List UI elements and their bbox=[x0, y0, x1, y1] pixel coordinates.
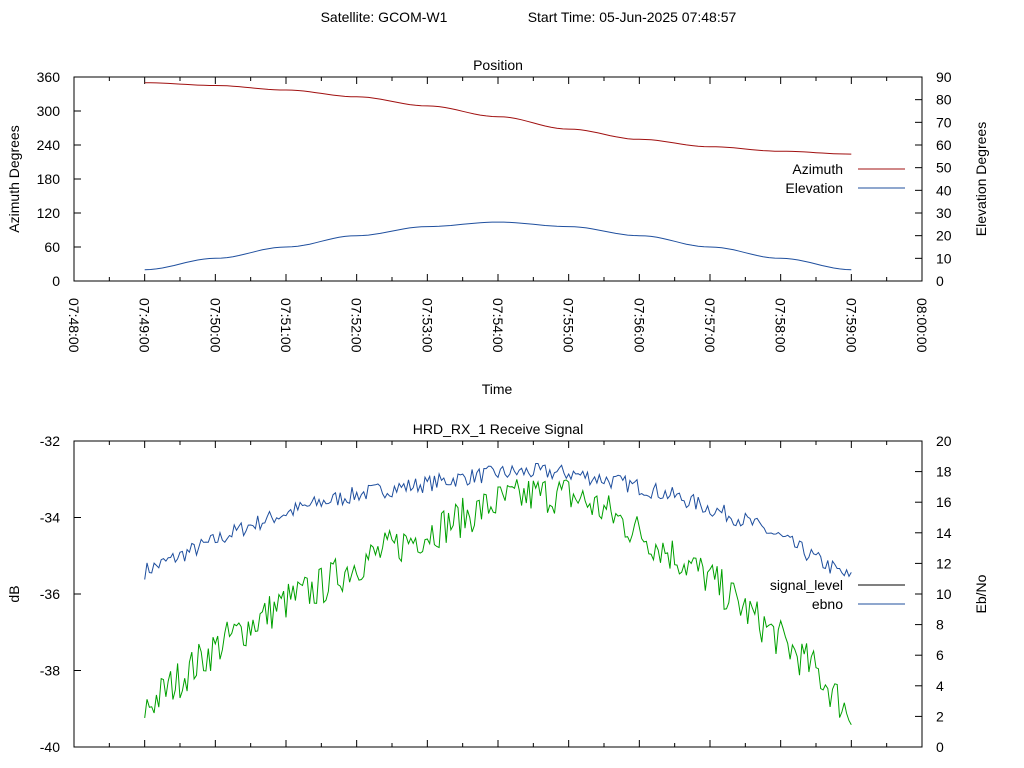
y2-axis-label: Eb/No bbox=[973, 574, 989, 613]
x-tick-label: 07:52:00 bbox=[349, 298, 365, 353]
series-line-trace-2 bbox=[144, 479, 852, 726]
y-tick-label: -34 bbox=[40, 510, 60, 526]
plot-frame bbox=[73, 76, 923, 282]
y2-tick-label: 14 bbox=[936, 525, 952, 541]
y2-tick-label: 0 bbox=[936, 739, 944, 755]
x-tick-label: 07:55:00 bbox=[561, 298, 577, 353]
x-tick-label: 07:59:00 bbox=[843, 298, 859, 353]
y2-tick-label: 4 bbox=[936, 678, 944, 694]
y2-tick-label: 2 bbox=[936, 708, 944, 724]
receive-signal-plot: HRD_RX_1 Receive Signal -40 -38 -36 -34 -32 0 2… bbox=[6, 421, 989, 755]
y-axis-label: Azimuth Degrees bbox=[6, 125, 22, 232]
legend-label: Elevation bbox=[785, 180, 843, 196]
legend-label: signal_level bbox=[770, 577, 843, 593]
legend-label: ebno bbox=[812, 596, 843, 612]
y2-tick-label: 40 bbox=[936, 182, 952, 198]
x-tick-label: 07:58:00 bbox=[773, 298, 789, 353]
y-tick-label: 180 bbox=[37, 171, 61, 187]
y2-tick-label: 18 bbox=[936, 464, 952, 480]
y-tick-label: 300 bbox=[37, 103, 61, 119]
x-axis-label: Time bbox=[482, 381, 513, 397]
series-line-Elevation bbox=[144, 221, 852, 271]
y2-tick-label: 30 bbox=[936, 205, 952, 221]
y2-tick-label: 20 bbox=[936, 228, 952, 244]
y2-tick-label: 50 bbox=[936, 160, 952, 176]
position-plot: Position 0 60 120 180 240 300 360 0 10 20 30 40 50 60 7… bbox=[6, 57, 989, 397]
y2-tick-label: 80 bbox=[936, 92, 952, 108]
y2-tick-label: 12 bbox=[936, 555, 952, 571]
y2-tick-label: 6 bbox=[936, 647, 944, 663]
y2-tick-label: 20 bbox=[936, 433, 952, 449]
x-tick-label: 07:54:00 bbox=[490, 298, 506, 353]
plot-title: Position bbox=[473, 57, 523, 73]
x-tick-label: 07:57:00 bbox=[702, 298, 718, 353]
series-line-ebno bbox=[144, 463, 852, 580]
y-tick-label: 60 bbox=[44, 239, 60, 255]
y-tick-label: -36 bbox=[40, 586, 60, 602]
x-tick-label: 07:56:00 bbox=[631, 298, 647, 353]
legend-label: Azimuth bbox=[792, 161, 843, 177]
y-tick-label: -38 bbox=[40, 663, 60, 679]
y-tick-label: 240 bbox=[37, 137, 61, 153]
x-tick-label: 07:51:00 bbox=[278, 298, 294, 353]
y2-tick-label: 8 bbox=[936, 617, 944, 633]
x-tick-label: 08:00:00 bbox=[914, 298, 930, 353]
y2-tick-label: 90 bbox=[936, 69, 952, 85]
y-tick-label: 360 bbox=[37, 69, 61, 85]
y-axis-label: dB bbox=[6, 585, 22, 602]
x-tick-label: 07:48:00 bbox=[66, 298, 82, 353]
y2-tick-label: 60 bbox=[936, 137, 952, 153]
y2-axis-label: Elevation Degrees bbox=[973, 122, 989, 236]
y2-tick-label: 10 bbox=[936, 250, 952, 266]
y2-tick-label: 70 bbox=[936, 114, 952, 130]
series-line-Azimuth bbox=[144, 82, 852, 155]
x-tick-label: 07:50:00 bbox=[207, 298, 223, 353]
y-tick-label: -32 bbox=[40, 433, 60, 449]
y2-tick-label: 0 bbox=[936, 273, 944, 289]
x-tick-label: 07:49:00 bbox=[137, 298, 153, 353]
y-tick-label: 0 bbox=[52, 273, 60, 289]
x-tick-label: 07:53:00 bbox=[419, 298, 435, 353]
plot-title: HRD_RX_1 Receive Signal bbox=[413, 421, 583, 437]
y2-tick-label: 10 bbox=[936, 586, 952, 602]
header-start-time: Start Time: 05-Jun-2025 07:48:57 bbox=[528, 9, 737, 25]
y-tick-label: -40 bbox=[40, 739, 60, 755]
y-tick-label: 120 bbox=[37, 205, 61, 221]
header-satellite: Satellite: GCOM-W1 bbox=[321, 9, 448, 25]
y2-tick-label: 16 bbox=[936, 494, 952, 510]
